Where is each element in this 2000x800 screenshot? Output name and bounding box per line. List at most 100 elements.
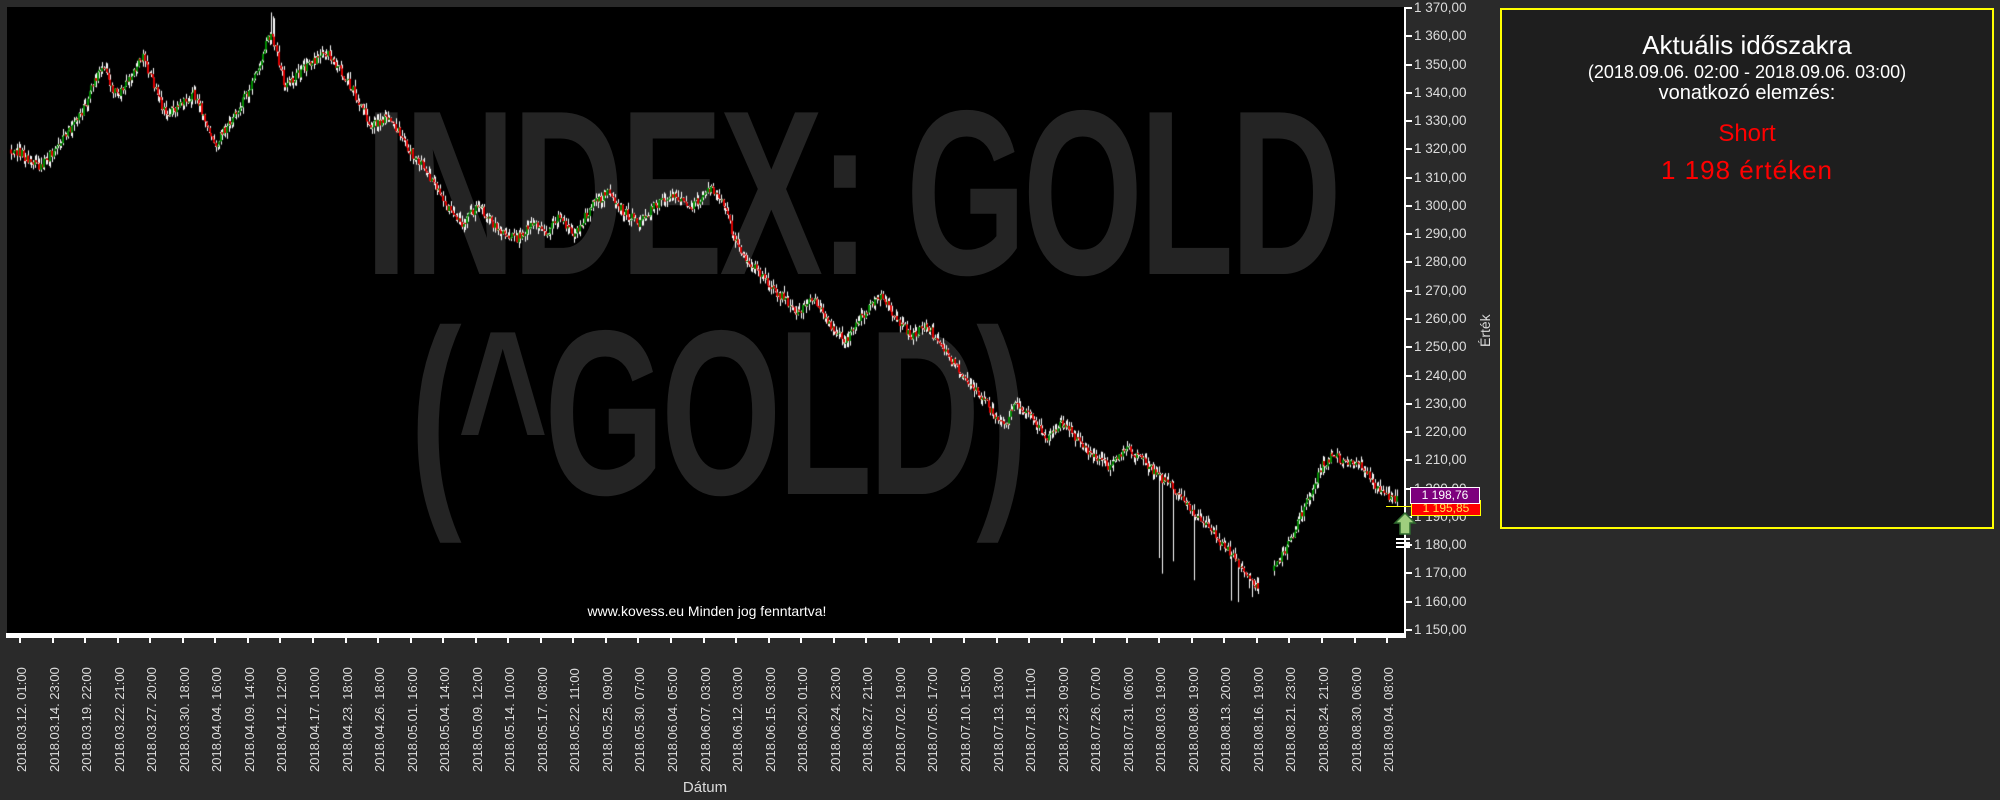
x-axis-tick bbox=[246, 638, 249, 643]
x-axis-tick-label: 2018.07.31. 06:00 bbox=[1120, 667, 1136, 772]
y-axis-tick-label: 1 150,00 bbox=[1414, 621, 1467, 637]
y-axis-tick bbox=[1404, 63, 1412, 66]
x-axis-tick-label: 2018.04.23. 18:00 bbox=[339, 667, 355, 772]
x-axis-tick-label: 2018.05.04. 14:00 bbox=[437, 667, 453, 772]
y-axis-tick bbox=[1404, 289, 1412, 292]
x-axis-tick-label: 2018.03.14. 23:00 bbox=[46, 667, 62, 772]
y-axis-tick bbox=[1404, 233, 1412, 236]
y-axis-tick bbox=[1404, 204, 1412, 207]
x-axis-tick-label: 2018.06.24. 23:00 bbox=[827, 667, 843, 772]
y-axis-tick bbox=[1404, 628, 1412, 631]
x-axis-tick-label: 2018.06.07. 03:00 bbox=[697, 667, 713, 772]
axis-marker-tick bbox=[1396, 538, 1410, 540]
x-axis-tick bbox=[51, 638, 54, 643]
x-axis-tick bbox=[344, 638, 347, 643]
x-axis-tick-label: 2018.05.17. 08:00 bbox=[534, 667, 550, 772]
y-axis-title: Érték bbox=[1477, 314, 1493, 347]
x-axis-tick bbox=[1158, 638, 1161, 643]
x-axis-tick bbox=[474, 638, 477, 643]
y-axis-tick bbox=[1404, 35, 1412, 38]
x-axis-tick-label: 2018.09.04. 08:00 bbox=[1381, 667, 1397, 772]
x-axis-tick bbox=[507, 638, 510, 643]
x-axis-tick-label: 2018.08.13. 20:00 bbox=[1218, 667, 1234, 772]
y-axis-tick bbox=[1404, 459, 1412, 462]
signal-direction: Short bbox=[1718, 120, 1776, 147]
y-axis-tick-label: 1 260,00 bbox=[1414, 310, 1467, 326]
up-arrow-icon bbox=[1393, 512, 1417, 535]
y-axis-tick-label: 1 340,00 bbox=[1414, 84, 1467, 100]
x-axis-tick bbox=[377, 638, 380, 643]
x-axis-tick-label: 2018.05.25. 09:00 bbox=[599, 667, 615, 772]
y-axis-tick bbox=[1404, 176, 1412, 179]
x-axis-tick bbox=[1255, 638, 1258, 643]
x-axis-tick bbox=[604, 638, 607, 643]
x-axis-tick bbox=[897, 638, 900, 643]
analysis-subtitle: vonatkozó elemzés: bbox=[1658, 82, 1836, 104]
x-axis-tick-label: 2018.07.18. 11:00 bbox=[1023, 668, 1039, 772]
y-axis-tick bbox=[1404, 317, 1412, 320]
x-axis-tick bbox=[279, 638, 282, 643]
y-axis-tick bbox=[1404, 374, 1412, 377]
chart-plot-area: INDEX: GOLD (^GOLD) www.kovess.eu Minden… bbox=[7, 7, 1405, 635]
y-axis-tick bbox=[1404, 431, 1412, 434]
x-axis-tick-label: 2018.04.12. 12:00 bbox=[274, 667, 290, 772]
x-axis-tick bbox=[442, 638, 445, 643]
y-axis-tick-label: 1 270,00 bbox=[1414, 282, 1467, 298]
x-axis-tick bbox=[149, 638, 152, 643]
x-axis-tick bbox=[1386, 638, 1389, 643]
y-axis-tick-label: 1 210,00 bbox=[1414, 452, 1467, 468]
x-axis-tick-label: 2018.08.24. 21:00 bbox=[1316, 667, 1331, 772]
signal-value: 1 198 értéken bbox=[1660, 155, 1833, 185]
x-axis-tick bbox=[995, 638, 998, 643]
y-axis-tick-label: 1 370,00 bbox=[1414, 0, 1467, 15]
x-axis-tick-label: 2018.07.23. 09:00 bbox=[1055, 667, 1071, 772]
x-axis-tick-label: 2018.05.14. 10:00 bbox=[502, 667, 518, 772]
y-axis-tick-label: 1 310,00 bbox=[1414, 169, 1467, 185]
y-axis-tick bbox=[1404, 600, 1412, 603]
x-axis-tick-label: 2018.07.05. 17:00 bbox=[925, 667, 941, 772]
y-axis-tick-label: 1 360,00 bbox=[1414, 28, 1467, 44]
x-axis-tick bbox=[572, 638, 575, 643]
x-axis-tick bbox=[1060, 638, 1063, 643]
x-axis-tick bbox=[1321, 638, 1323, 643]
x-axis-tick bbox=[1093, 638, 1096, 643]
axis-marker-tick bbox=[1396, 546, 1410, 548]
analysis-panel-title: Aktuális időszakra bbox=[1642, 30, 1852, 60]
x-axis-tick-label: 2018.03.19. 22:00 bbox=[79, 667, 95, 772]
x-axis-tick-label: 2018.03.30. 18:00 bbox=[176, 667, 192, 772]
x-axis-tick bbox=[181, 638, 184, 643]
candlestick-canvas bbox=[7, 7, 1405, 635]
y-axis-tick bbox=[1404, 261, 1412, 264]
x-axis-tick-label: 2018.08.03. 19:00 bbox=[1153, 667, 1169, 772]
x-axis-tick bbox=[1223, 638, 1226, 643]
y-axis-tick-label: 1 350,00 bbox=[1414, 56, 1467, 72]
axis-marker-tick bbox=[1396, 542, 1410, 544]
y-axis-tick bbox=[1404, 487, 1412, 490]
x-axis-tick-label: 2018.05.09. 12:00 bbox=[469, 667, 485, 772]
x-axis-tick-label: 2018.05.30. 07:00 bbox=[632, 667, 648, 772]
y-axis-tick bbox=[1404, 91, 1412, 94]
y-axis-tick-label: 1 240,00 bbox=[1414, 367, 1467, 383]
x-axis-tick-label: 2018.04.04. 16:00 bbox=[209, 667, 225, 772]
x-axis-tick bbox=[1028, 638, 1031, 643]
copyright-watermark: www.kovess.eu Minden jog fenntartva! bbox=[587, 603, 827, 619]
x-axis-tick bbox=[930, 638, 933, 643]
x-axis-tick bbox=[1125, 638, 1128, 643]
x-axis-title: Dátum bbox=[682, 779, 728, 796]
y-axis-tick-label: 1 180,00 bbox=[1414, 537, 1467, 553]
y-axis-tick-label: 1 280,00 bbox=[1414, 254, 1467, 270]
x-axis-tick bbox=[962, 638, 965, 643]
last-price-marker-line bbox=[1386, 506, 1412, 507]
x-axis-tick-label: 2018.04.09. 14:00 bbox=[241, 667, 257, 772]
y-axis-tick-label: 1 170,00 bbox=[1414, 565, 1467, 581]
x-axis-tick bbox=[409, 638, 412, 643]
x-axis-tick-label: 2018.07.13. 13:00 bbox=[990, 667, 1006, 772]
x-axis-tick bbox=[670, 638, 672, 643]
x-axis-tick-label: 2018.03.27. 20:00 bbox=[144, 667, 160, 772]
y-axis-tick-label: 1 220,00 bbox=[1414, 424, 1467, 440]
entry-price-badge: 1 198,76 bbox=[1410, 487, 1480, 504]
x-axis-tick bbox=[637, 638, 640, 643]
y-axis-tick-label: 1 320,00 bbox=[1414, 141, 1467, 157]
x-axis-tick-label: 2018.07.02. 19:00 bbox=[892, 667, 908, 772]
x-axis-tick-label: 2018.08.16. 19:00 bbox=[1250, 667, 1266, 772]
